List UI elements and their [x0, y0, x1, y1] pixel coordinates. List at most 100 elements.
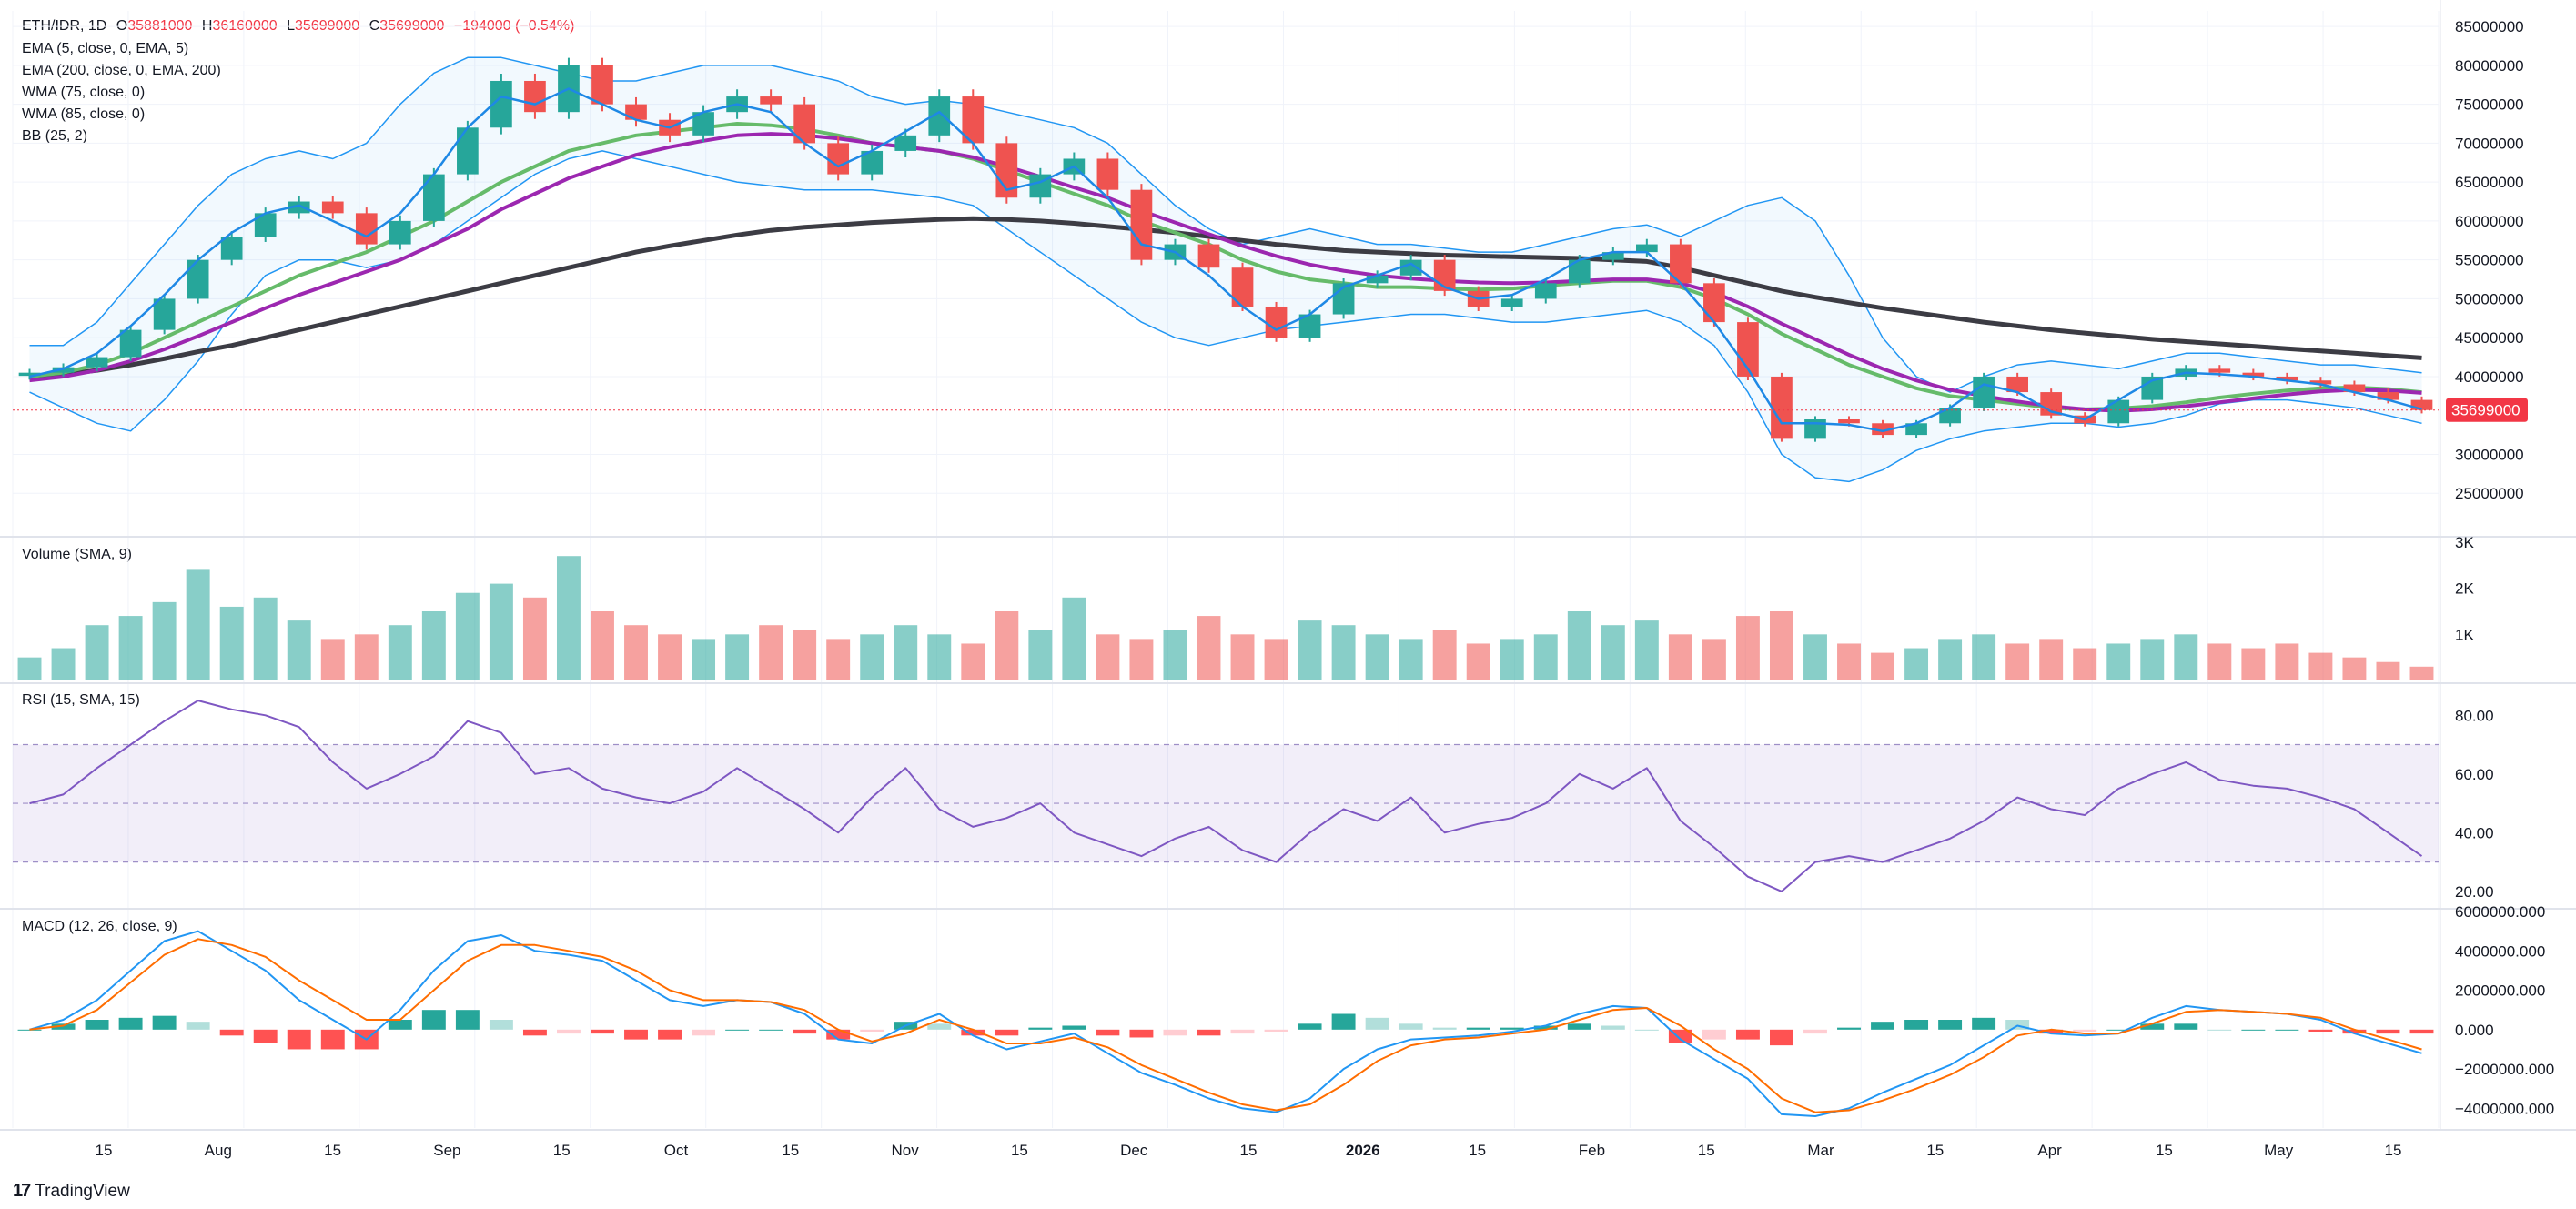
volume-bar [860, 634, 884, 680]
macd-histogram-bar [1466, 1027, 1490, 1030]
close-value: C35699000 [369, 18, 445, 34]
indicator-wma85-label[interactable]: WMA (85, close, 0) [22, 106, 146, 122]
volume-axis-tick: 1K [2455, 626, 2474, 643]
tradingview-branding[interactable]: 17 TradingView [13, 1181, 130, 1202]
brand-label: TradingView [35, 1181, 130, 1201]
candle-body [1231, 267, 1254, 307]
candle-body [861, 150, 884, 175]
candle-body [894, 135, 917, 151]
rsi-axis-tick: 60.00 [2455, 766, 2494, 783]
open-value: O35881000 [116, 18, 193, 34]
macd-histogram-bar [51, 1023, 76, 1030]
candle-body [1298, 314, 1321, 338]
volume-pane-title[interactable]: Volume (SMA, 9) [22, 547, 132, 562]
volume-bar [2174, 634, 2198, 680]
rsi-line [29, 700, 2423, 892]
candle-body [355, 213, 378, 245]
macd-axis-tick: −2000000.000 [2455, 1061, 2554, 1078]
macd-histogram-bar [2106, 1029, 2131, 1031]
macd-histogram-bar [388, 1020, 412, 1030]
rsi-pane-title[interactable]: RSI (15, SMA, 15) [22, 692, 140, 708]
volume-bar [152, 601, 177, 680]
price-axis-tick: 45000000 [2455, 329, 2524, 347]
price-axis-tick: 70000000 [2455, 135, 2524, 152]
symbol-label[interactable]: ETH/IDR, 1D [22, 18, 107, 34]
macd-histogram-bar [17, 1029, 42, 1031]
macd-histogram-bar [1904, 1020, 1929, 1030]
price-axis-tick: 65000000 [2455, 174, 2524, 191]
candle-body [1366, 275, 1389, 284]
macd-axis-tick: 6000000.000 [2455, 903, 2545, 921]
macd-histogram-bar [489, 1020, 513, 1030]
time-axis-tick: 15 [2156, 1142, 2173, 1159]
macd-histogram-bar [793, 1029, 817, 1034]
candle-body [52, 367, 75, 373]
volume-bar [388, 625, 412, 680]
indicator-bb-label[interactable]: BB (25, 2) [22, 128, 88, 144]
volume-bar [1500, 639, 1524, 680]
volume-bar [118, 616, 143, 680]
volume-bar [1769, 611, 1793, 680]
time-axis-tick: 15 [1698, 1142, 1715, 1159]
volume-bar [725, 634, 750, 680]
volume-bar [759, 625, 783, 680]
volume-bar [1972, 634, 1996, 680]
indicator-ema200-label[interactable]: EMA (200, close, 0, EMA, 200) [22, 63, 221, 78]
macd-histogram-bar [1062, 1025, 1086, 1030]
time-axis-tick: May [2264, 1142, 2294, 1159]
volume-bar [1365, 634, 1389, 680]
time-axis-tick: 15 [96, 1142, 113, 1159]
macd-pane-title[interactable]: MACD (12, 26, close, 9) [22, 919, 177, 934]
volume-bar [1904, 648, 1929, 680]
candle-body [1905, 423, 1927, 436]
volume-bar [556, 556, 581, 680]
time-axis-tick: 15 [2385, 1142, 2402, 1159]
macd-histogram-bar [1331, 1013, 1356, 1030]
last-price-tag-label: 35699000 [2451, 402, 2520, 419]
macd-histogram-bar [1230, 1029, 1255, 1034]
macd-histogram-bar [85, 1020, 109, 1030]
volume-bar [1264, 639, 1288, 680]
time-axis-tick: Oct [664, 1142, 689, 1159]
macd-histogram-bar [2174, 1023, 2198, 1030]
macd-axis-tick: 4000000.000 [2455, 942, 2545, 960]
macd-histogram-bar [1129, 1029, 1154, 1038]
indicator-ema5-label[interactable]: EMA (5, close, 0, EMA, 5) [22, 41, 189, 56]
volume-bar [692, 639, 716, 680]
candle-body [524, 80, 546, 113]
volume-bar [1230, 634, 1255, 680]
candle-body [1703, 283, 1725, 323]
volume-bar [253, 597, 278, 680]
macd-line [29, 930, 2422, 1117]
macd-histogram-bar [1871, 1022, 1895, 1030]
volume-bar [489, 583, 513, 680]
macd-histogram-bar [2140, 1023, 2165, 1030]
macd-histogram-bar [556, 1029, 581, 1034]
macd-histogram-bar [2409, 1029, 2434, 1034]
macd-histogram-bar [1803, 1029, 1827, 1034]
time-axis-tick: 15 [1469, 1142, 1486, 1159]
indicator-wma75-label[interactable]: WMA (75, close, 0) [22, 85, 146, 100]
candle-body [827, 143, 850, 175]
macd-histogram-bar [591, 1029, 614, 1034]
signal-line [29, 938, 2422, 1113]
macd-histogram-bar [253, 1029, 278, 1043]
macd-histogram-bar [1567, 1023, 1591, 1030]
volume-bar [219, 606, 244, 680]
volume-bar [17, 657, 42, 680]
time-axis-tick: 15 [324, 1142, 341, 1159]
macd-histogram-bar [1601, 1025, 1625, 1030]
macd-histogram-bar [1500, 1027, 1524, 1030]
volume-bar [2275, 643, 2299, 680]
macd-histogram-bar [2241, 1029, 2266, 1031]
time-axis-tick: Dec [1120, 1142, 1148, 1159]
volume-bar [522, 597, 547, 680]
volume-bar [1702, 639, 1726, 680]
candle-body [2107, 399, 2130, 424]
volume-bar [2409, 666, 2434, 680]
volume-bar [1466, 643, 1490, 680]
volume-bar [1331, 625, 1356, 680]
candle-body [1939, 408, 1961, 424]
price-axis-tick: 30000000 [2455, 446, 2524, 463]
